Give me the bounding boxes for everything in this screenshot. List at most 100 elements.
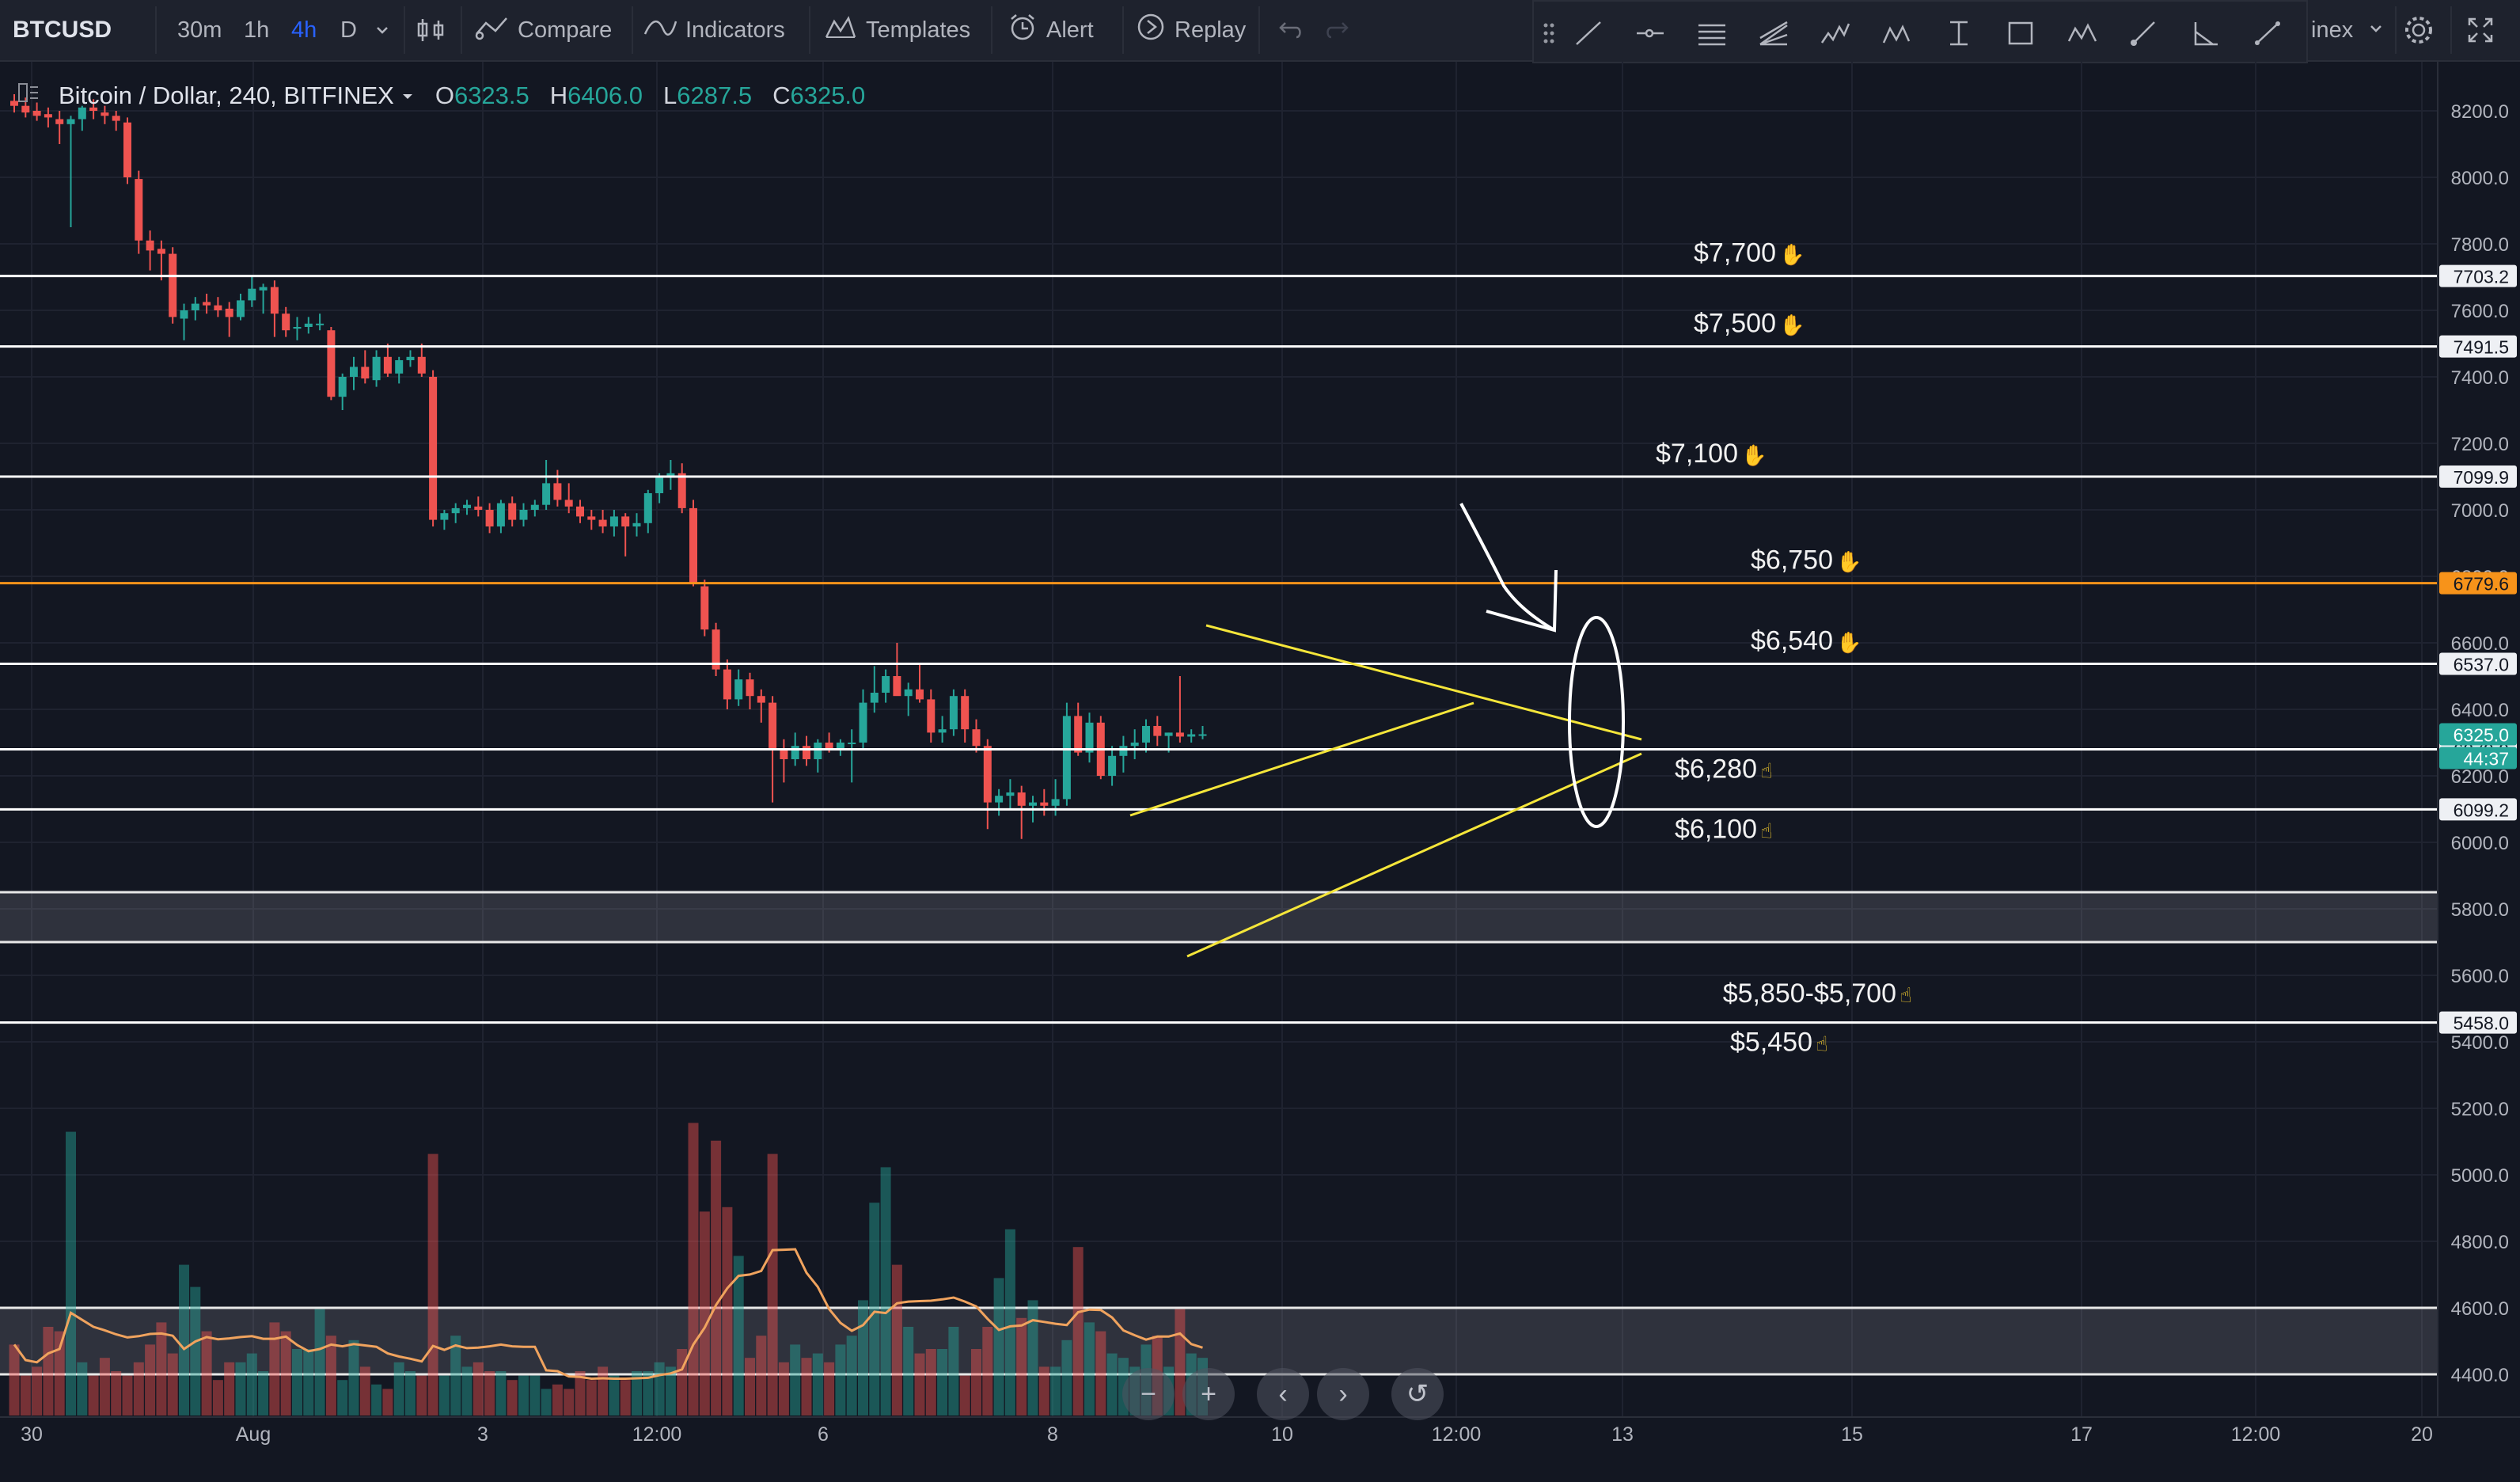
candle-body	[1142, 726, 1150, 743]
time-tick-label: 8	[1047, 1423, 1058, 1446]
candle-body	[1198, 734, 1207, 736]
separator	[1122, 6, 1124, 54]
elliott-wave-icon[interactable]	[1819, 17, 1852, 49]
volume-bar	[133, 1362, 144, 1416]
symbol-title[interactable]: Bitcoin / Dollar, 240, BITFINEX	[59, 82, 394, 109]
candle-body	[666, 473, 675, 477]
brush-icon[interactable]	[2127, 17, 2161, 49]
zoom-out-button[interactable]: −	[1122, 1368, 1175, 1420]
horizontal-ray-icon[interactable]	[1634, 17, 1667, 49]
zoom-in-button[interactable]: +	[1182, 1368, 1235, 1420]
scroll-left-button[interactable]: ‹	[1257, 1368, 1309, 1420]
separator	[461, 6, 462, 54]
time-tick-label: 20	[2411, 1423, 2433, 1446]
volume-bar	[982, 1327, 993, 1416]
volume-bar	[212, 1380, 223, 1416]
undo-icon[interactable]	[1277, 0, 1304, 60]
trend-line-icon[interactable]	[1572, 17, 1605, 49]
replay-button[interactable]: Replay	[1135, 0, 1246, 60]
interval-30m[interactable]: 30m	[177, 17, 222, 43]
drag-handle-icon[interactable]	[1540, 17, 1558, 49]
volume-bar	[314, 1309, 325, 1416]
time-axis[interactable]	[0, 1417, 2520, 1482]
exchange-selector[interactable]: inex	[2311, 0, 2385, 60]
candle-body	[237, 300, 245, 317]
settings-gear-icon[interactable]	[2401, 0, 2436, 60]
price-chart[interactable]: $7,700 ✋$7,500 ✋$7,100 ✋$6,750 ✋$6,540 ✋$6,28…	[0, 62, 2520, 1482]
interval-1h[interactable]: 1h	[244, 17, 270, 43]
volume-bar	[643, 1371, 654, 1416]
volume-bar	[179, 1264, 189, 1416]
xabcd-pattern-icon[interactable]	[2066, 17, 2099, 49]
compare-button[interactable]: Compare	[473, 0, 612, 60]
separator	[809, 6, 810, 54]
candle-body	[146, 240, 154, 251]
replay-icon	[1135, 11, 1167, 49]
volume-bar	[43, 1327, 54, 1416]
volume-bar	[20, 1375, 31, 1416]
separator	[2395, 6, 2397, 54]
symbol-dropdown-icon[interactable]	[400, 82, 415, 110]
candle-body	[316, 323, 324, 325]
hand-pointer-icon: ☝	[1899, 984, 1912, 1008]
volume-bar	[993, 1278, 1004, 1416]
hand-pointer-icon: ☝	[1816, 1033, 1828, 1057]
redo-icon[interactable]	[1323, 0, 1350, 60]
abcde-pattern-icon[interactable]	[1881, 17, 1914, 49]
chart-legend: Bitcoin / Dollar, 240, BITFINEX O6323.5 …	[17, 81, 865, 111]
legend-settings-icon[interactable]	[17, 81, 52, 111]
pitchfork-icon[interactable]	[1757, 17, 1790, 49]
indicators-button[interactable]: Indicators	[643, 0, 785, 60]
price-tick-label: 7800.0	[2451, 234, 2509, 256]
reset-chart-button[interactable]: ↺	[1391, 1368, 1444, 1420]
time-tick-label: Aug	[236, 1423, 271, 1446]
candle-body	[327, 330, 336, 397]
price-level-tag-label: 6779.6	[2454, 574, 2509, 595]
triangle-lower-trendline[interactable]	[1186, 752, 1642, 958]
volume-bar	[564, 1389, 575, 1416]
separator	[1258, 6, 1260, 54]
separator	[2450, 6, 2452, 54]
price-tick-label: 8000.0	[2451, 168, 2509, 189]
ruler-icon[interactable]	[2251, 17, 2284, 49]
candle-body	[1040, 802, 1049, 806]
triangle-inner-trendline[interactable]	[1129, 701, 1474, 817]
volume-bar	[801, 1358, 812, 1416]
candle-body	[927, 699, 936, 733]
chevron-down-icon	[2367, 17, 2385, 44]
price-level-tag-label: 7491.5	[2454, 337, 2509, 358]
candle-body	[44, 114, 52, 118]
level-annotation: $6,750	[1751, 545, 1833, 576]
interval-4h[interactable]: 4h	[291, 17, 317, 43]
chart-style-icon[interactable]	[415, 0, 446, 60]
candle-body	[417, 356, 426, 374]
measure-icon[interactable]	[2189, 17, 2222, 49]
candle-body	[372, 356, 381, 381]
templates-button[interactable]: Templates	[823, 0, 970, 60]
fullscreen-icon[interactable]	[2465, 0, 2496, 60]
price-level-tag	[2439, 466, 2517, 488]
candle-body	[814, 743, 822, 759]
interval-dropdown-icon[interactable]	[374, 0, 391, 60]
interval-d[interactable]: D	[340, 17, 357, 43]
volume-bar	[1038, 1366, 1049, 1416]
price-tick-label: 6200.0	[2451, 766, 2509, 788]
rectangle-icon[interactable]	[2004, 17, 2037, 49]
volume-bar	[427, 1153, 438, 1416]
scroll-right-button[interactable]: ›	[1317, 1368, 1369, 1420]
price-tick-label: 7000.0	[2451, 500, 2509, 522]
time-tick-label: 6	[818, 1423, 829, 1446]
text-cursor-icon[interactable]	[1942, 17, 1975, 49]
candle-body	[282, 314, 290, 331]
alert-button[interactable]: Alert	[1007, 0, 1094, 60]
parallel-lines-icon[interactable]	[1695, 17, 1729, 49]
candle-body	[55, 119, 64, 124]
volume-bar	[891, 1264, 902, 1416]
volume-bar	[371, 1384, 382, 1416]
candle-body	[519, 510, 528, 520]
volume-bar	[925, 1349, 936, 1416]
symbol-search[interactable]: BTCUSD	[13, 17, 112, 43]
candle-body	[383, 356, 392, 374]
candle-body	[429, 377, 438, 520]
price-level-tag-label: 6537.0	[2454, 654, 2509, 674]
